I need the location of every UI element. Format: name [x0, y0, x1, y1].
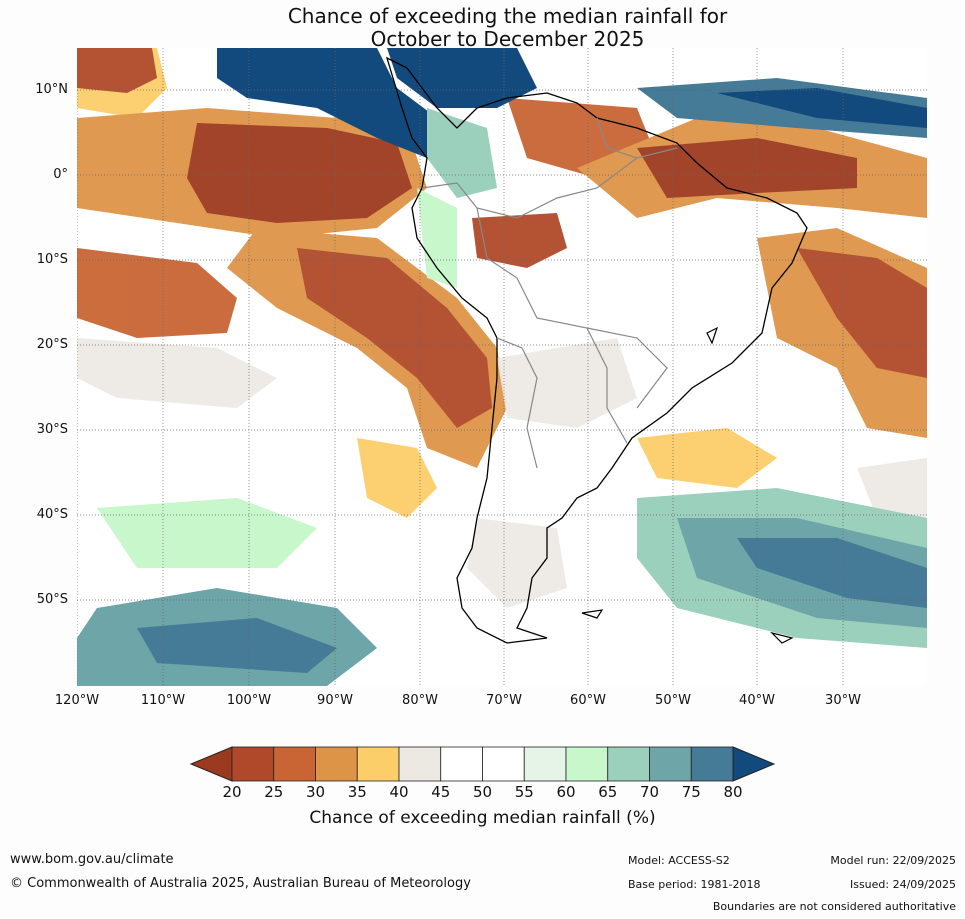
- dry-south-pacific-west: [77, 248, 237, 338]
- legend-title: Chance of exceeding median rainfall (%): [309, 808, 656, 828]
- dry-south-atlantic: [637, 428, 777, 488]
- dry-north-pacific-core: [77, 48, 157, 93]
- wet-south-pacific-core: [137, 618, 337, 673]
- dry-pacific-diagonal-core: [297, 248, 492, 428]
- footer-issued: Issued: 24/09/2025: [849, 878, 956, 891]
- dry-chile-coast: [357, 438, 437, 518]
- lat-label-50s: 50°S: [36, 592, 68, 607]
- title-line1: Chance of exceeding the median rainfall …: [287, 4, 728, 28]
- dry-eastern-pacific-core: [187, 123, 412, 223]
- legend-swatch: [315, 746, 358, 782]
- lon-label-30w: 30°W: [825, 693, 861, 708]
- lat-label-10s: 10°S: [36, 252, 68, 267]
- islands: [581, 326, 794, 644]
- neutral-regions: [77, 338, 927, 608]
- legend-swatch: [398, 746, 442, 782]
- legend-tick-label: 40: [389, 783, 409, 801]
- wet-south-atlantic-core: [737, 538, 927, 608]
- legend-swatch: [565, 746, 609, 782]
- graticule: [77, 48, 927, 686]
- footer-disclaimer: Boundaries are not considered authoritat…: [712, 900, 956, 913]
- legend-tick-label: 20: [222, 783, 242, 801]
- legend-swatch: [523, 746, 567, 782]
- lon-label-50w: 50°W: [655, 693, 691, 708]
- legend-tick-label: 25: [264, 783, 284, 801]
- lon-label-120w: 120°W: [54, 693, 100, 708]
- legend-swatch: [356, 746, 400, 782]
- legend-swatch: [482, 746, 525, 782]
- footer-copyright: © Commonwealth of Australia 2025, Austra…: [10, 876, 471, 891]
- footer-website: www.bom.gov.au/climate: [10, 852, 174, 867]
- legend-swatch: [649, 746, 692, 782]
- wet-south-pacific-west: [97, 498, 317, 568]
- legend-swatch: [440, 746, 483, 782]
- lat-label-40s: 40°S: [36, 507, 68, 522]
- footer-base-period: Base period: 1981-2018: [628, 878, 761, 891]
- wet-colombia: [427, 108, 497, 198]
- wet-caribbean-north: [387, 48, 537, 108]
- lat-label-0: 0°: [53, 167, 68, 182]
- wet-north-atlantic-core: [717, 88, 927, 128]
- lat-label-10n: 10°N: [35, 82, 68, 97]
- map-title: Chance of exceeding the median rainfall …: [0, 5, 965, 51]
- dry-pacific-diagonal: [227, 228, 507, 468]
- lon-label-90w: 90°W: [317, 693, 353, 708]
- rainfall-map: [77, 48, 927, 686]
- legend-tick-label: 50: [472, 783, 493, 801]
- legend-tick-label: 45: [431, 783, 451, 801]
- legend-tick-label: 70: [639, 783, 660, 801]
- lon-label-110w: 110°W: [140, 693, 186, 708]
- wet-andes-strip: [417, 188, 457, 288]
- legend-arrow-low: [190, 746, 233, 782]
- legend-tick-label: 75: [681, 783, 701, 801]
- lon-label-60w: 60°W: [570, 693, 606, 708]
- lon-label-40w: 40°W: [739, 693, 775, 708]
- title-line2: October to December 2025: [370, 27, 645, 51]
- legend-tick-label: 60: [556, 783, 576, 801]
- country-borders: [421, 117, 678, 469]
- legend-tick-label: 55: [514, 783, 534, 801]
- wet-anomaly-regions: [77, 48, 927, 686]
- legend-colorbar: [190, 746, 775, 782]
- footer-model: Model: ACCESS-S2: [628, 854, 730, 867]
- legend-tick-label: 80: [723, 783, 743, 801]
- dry-anomaly-regions: [77, 48, 927, 518]
- dry-atlantic-equatorial-core: [637, 138, 857, 198]
- lat-label-20s: 20°S: [36, 337, 68, 352]
- legend-swatch: [231, 746, 275, 782]
- legend-tick-label: 65: [598, 783, 618, 801]
- legend-swatch: [273, 746, 316, 782]
- legend-swatch: [690, 746, 734, 782]
- dry-amazon-west: [472, 213, 567, 268]
- footer-model-run: Model run: 22/09/2025: [830, 854, 956, 867]
- lon-label-80w: 80°W: [402, 693, 438, 708]
- legend-tick-label: 35: [347, 783, 367, 801]
- lat-label-30s: 30°S: [36, 422, 68, 437]
- legend-tick-label: 30: [305, 783, 326, 801]
- legend-swatch: [607, 746, 650, 782]
- dry-brazil-east-core: [797, 248, 927, 378]
- south-america-coastline: [385, 56, 808, 644]
- wet-central-america: [217, 48, 437, 158]
- lon-label-70w: 70°W: [486, 693, 522, 708]
- legend-arrow-high: [732, 746, 775, 782]
- lon-label-100w: 100°W: [226, 693, 272, 708]
